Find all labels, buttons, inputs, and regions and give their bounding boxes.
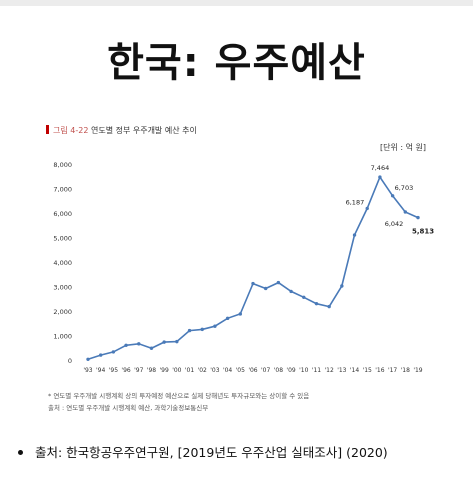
slide-source: 출처: 한국항공우주연구원, [2019년도 우주산업 실태조사] (2020): [18, 442, 388, 461]
data-point: [352, 233, 357, 237]
x-tick-label: '17: [388, 367, 397, 374]
figure-note: * 연도별 우주개발 시행계획 상의 투자예정 예산으로 실제 당해년도 투자규…: [48, 392, 310, 400]
data-point: [225, 316, 230, 321]
x-tick-label: '16: [375, 367, 384, 374]
figure-source-note: 출처 : 연도별 우주개발 시행계획 예산, 과학기술정보통신부: [48, 404, 209, 412]
data-label: 5,813: [412, 228, 434, 236]
y-tick-label: 2,000: [53, 308, 72, 316]
data-point: [327, 304, 331, 309]
data-point: [314, 301, 319, 306]
y-tick-label: 3,000: [53, 284, 72, 292]
x-tick-label: '09: [286, 367, 295, 374]
y-tick-label: 1,000: [53, 333, 72, 341]
x-tick-label: '97: [134, 367, 143, 374]
x-tick-label: '14: [350, 367, 359, 374]
data-point: [238, 312, 243, 316]
data-point: [340, 284, 344, 288]
data-point: [175, 339, 179, 344]
data-point: [137, 342, 141, 346]
x-tick-label: '06: [248, 367, 257, 374]
x-tick-label: '10: [299, 367, 308, 374]
x-tick-label: '13: [337, 367, 346, 374]
caption-marker: [46, 125, 49, 134]
data-point: [378, 175, 382, 179]
data-point: [111, 350, 116, 354]
unit-label: [단위 : 억 원]: [379, 143, 426, 152]
data-point: [365, 206, 369, 211]
series-line: [87, 175, 419, 361]
data-point: [416, 215, 420, 220]
slide-title: 한국: 우주예산: [107, 40, 366, 86]
y-tick-label: 0: [68, 357, 72, 365]
data-point: [213, 324, 217, 328]
data-point: [98, 353, 103, 357]
caption-text: 연도별 정부 우주개발 예산 추이: [90, 126, 197, 135]
x-tick-label: '98: [147, 367, 156, 374]
x-tick-label: '15: [363, 367, 372, 374]
data-point: [86, 357, 90, 361]
x-tick-label: '08: [274, 367, 283, 374]
caption-number: 그림 4-22: [53, 126, 89, 135]
x-tick-label: '12: [325, 367, 334, 374]
data-point: [263, 286, 268, 291]
data-label: 6,703: [395, 184, 414, 192]
x-tick-label: '02: [198, 367, 207, 374]
x-tick-label: '11: [312, 367, 321, 374]
budget-figure: 그림 4-22 연도별 정부 우주개발 예산 추이 [단위 : 억 원] 0 1,…: [40, 120, 438, 420]
x-tick-label: '96: [121, 367, 130, 374]
data-point: [124, 343, 128, 347]
data-point: [276, 280, 281, 285]
x-tick-label: '94: [96, 367, 105, 374]
data-point: [162, 340, 166, 344]
x-tick-label: '05: [236, 367, 245, 374]
data-point: [187, 328, 192, 333]
x-tick-label: '01: [185, 367, 194, 374]
data-point: [289, 289, 293, 294]
top-strip: [0, 0, 473, 6]
y-tick-label: 4,000: [53, 259, 72, 267]
data-label: 6,042: [385, 220, 404, 228]
data-point: [302, 295, 306, 299]
data-label: 7,464: [371, 164, 390, 172]
x-tick-label: '18: [401, 367, 410, 374]
figure-caption: 그림 4-22 연도별 정부 우주개발 예산 추이: [46, 125, 197, 136]
y-tick-label: 5,000: [53, 235, 72, 243]
x-tick-label: '04: [223, 367, 232, 374]
y-tick-label: 6,000: [53, 210, 72, 218]
data-point: [403, 210, 408, 214]
y-tick-label: 8,000: [53, 161, 72, 169]
x-tick-label: '95: [109, 367, 118, 374]
data-point: [149, 346, 154, 350]
data-point: [390, 194, 395, 198]
source-text: 출처: 한국항공우주연구원, [2019년도 우주산업 실태조사] (2020): [35, 445, 388, 460]
x-tick-label: '99: [160, 367, 169, 374]
data-point: [251, 281, 255, 286]
bullet-icon: [18, 450, 23, 455]
x-tick-label: '00: [172, 367, 181, 374]
data-point: [200, 327, 204, 332]
x-tick-label: '07: [261, 367, 270, 374]
y-tick-label: 7,000: [53, 186, 72, 194]
x-tick-label: '03: [210, 367, 219, 374]
x-tick-label: '93: [83, 367, 92, 374]
budget-line-chart: 0 1,000 2,000 3,000 4,000 5,000 6,000 7,000 8,00…: [53, 161, 434, 374]
x-tick-label: '19: [413, 367, 422, 374]
data-label: 6,187: [346, 198, 365, 206]
